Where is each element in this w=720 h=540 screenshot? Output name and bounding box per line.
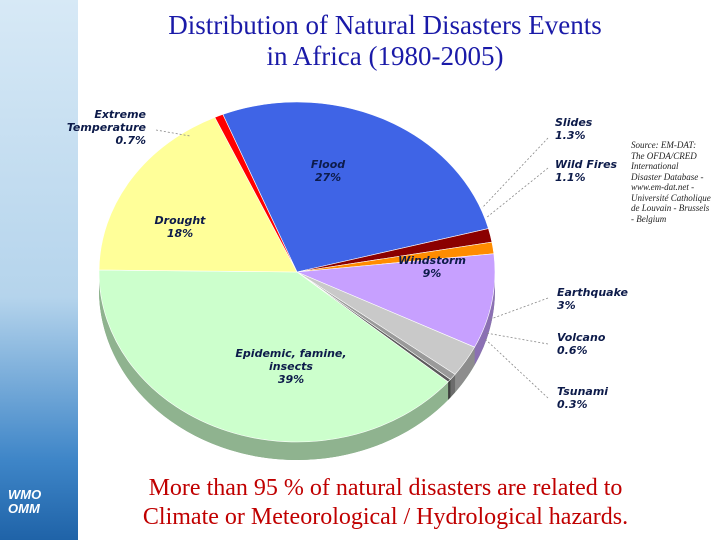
pie-slice-flood (222, 101, 489, 273)
slice-label-volcano: Volcano 0.6% (557, 331, 606, 357)
conclusion-line-2: Climate or Meteorological / Hydrological… (142, 504, 629, 530)
pie-depth-windstorm (474, 272, 495, 366)
slice-value-flood: 27% (315, 171, 341, 184)
slice-name-flood: Flood (311, 158, 345, 171)
slice-label-extreme-temperature: Extreme Temperature 0.7% (67, 108, 147, 147)
title-line-2: in Africa (1980-2005) (266, 41, 504, 71)
slice-value-epidemic-famine-insects: 39% (278, 373, 304, 386)
pie-depth-earthquake (455, 347, 475, 393)
slice-value-wild-fires: 1.1% (555, 171, 586, 184)
pie-depth-volcano (450, 374, 456, 398)
slice-name-slides: Slides (555, 116, 593, 129)
slice-label-epidemic-famine-insects: Epidemic, famine, insects 39% (235, 347, 346, 386)
pie-slice-drought (98, 116, 298, 273)
pie-slice-extreme-temperature (214, 114, 298, 273)
slice-label-tsunami: Tsunami 0.3% (557, 385, 608, 411)
slice-label-wild-fires: Wild Fires 1.1% (555, 158, 618, 184)
leader-line-extreme-temperature (155, 129, 191, 137)
slice-name-drought: Drought (155, 214, 207, 227)
logo-line-omm: OMM (8, 501, 40, 516)
conclusion-line-1: More than 95 % of natural disasters are … (148, 475, 623, 501)
slice-name-epidemic-famine-insects: insects (269, 360, 313, 373)
slice-name-earthquake: Earthquake (557, 286, 629, 299)
slice-value-tsunami: 0.3% (557, 398, 588, 411)
slice-label-windstorm: Windstorm 9% (398, 254, 466, 280)
wmo-logo: WMO OMM (8, 488, 41, 516)
slice-value-extreme-temperature: 0.7% (115, 134, 146, 147)
leader-line-tsunami (483, 337, 549, 399)
leader-line-slides (481, 137, 549, 209)
pie-slice-epidemic-famine-insects (98, 269, 449, 443)
page-title: Distribution of Natural Disasters Events… (80, 10, 690, 72)
pie-depth-tsunami (448, 379, 451, 400)
pie-slices (98, 101, 496, 443)
slice-label-drought: Drought 18% (155, 214, 207, 240)
slice-label-slides: Slides 1.3% (555, 116, 593, 142)
slice-name-extreme-temperature: Extreme (94, 108, 146, 121)
slice-name-wild-fires: Wild Fires (555, 158, 618, 171)
slice-value-windstorm: 9% (423, 267, 442, 280)
slice-label-earthquake: Earthquake 3% (557, 286, 629, 312)
source-note: Source: EM-DAT: The OFDA/CRED Internatio… (631, 140, 711, 224)
slice-name-windstorm: Windstorm (398, 254, 466, 267)
leader-lines (155, 129, 549, 399)
slice-name-tsunami: Tsunami (557, 385, 608, 398)
leader-line-earthquake (487, 297, 549, 321)
slice-name-volcano: Volcano (557, 331, 606, 344)
sidebar-banner (0, 0, 78, 540)
title-line-1: Distribution of Natural Disasters Events (168, 10, 602, 40)
slice-value-earthquake: 3% (557, 299, 576, 312)
slice-labels: Flood 27% Slides 1.3% Wild Fires 1.1% Windstor… (67, 108, 629, 411)
slice-value-slides: 1.3% (555, 129, 586, 142)
leader-line-wild-fires (485, 167, 549, 219)
logo-line-wmo: WMO (8, 487, 42, 502)
slice-value-volcano: 0.6% (557, 344, 588, 357)
pie-slice-windstorm (296, 253, 496, 348)
slice-name-extreme-temperature: Temperature (67, 121, 147, 134)
slice-label-flood: Flood 27% (311, 158, 345, 184)
slice-name-epidemic-famine-insects: Epidemic, famine, (235, 347, 346, 360)
slice-value-drought: 18% (167, 227, 193, 240)
conclusion-text: More than 95 % of natural disasters are … (78, 474, 693, 532)
leader-line-volcano (485, 332, 549, 345)
